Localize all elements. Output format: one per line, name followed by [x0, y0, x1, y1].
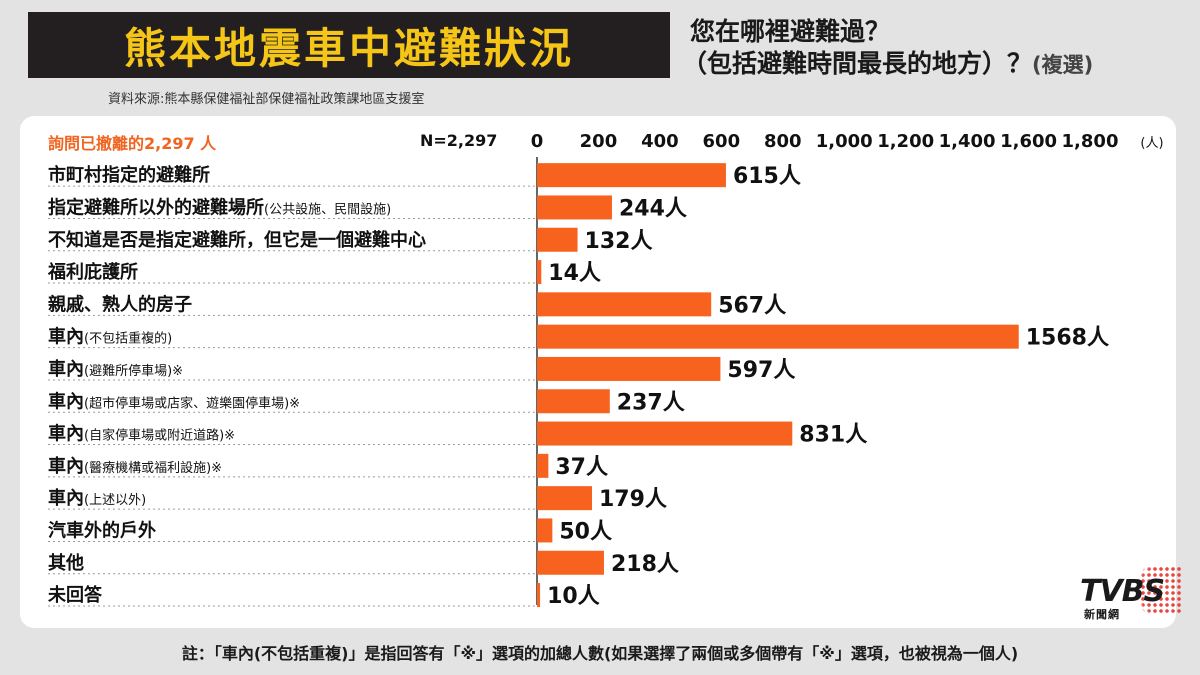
bar — [537, 421, 793, 446]
title-banner: 熊本地震車中避難狀況 — [28, 12, 670, 78]
data-label: 132人 — [585, 229, 653, 254]
bar — [537, 486, 592, 511]
page-title: 熊本地震車中避難狀況 — [123, 23, 574, 73]
x-tick-label: 400 — [641, 131, 679, 152]
bar — [537, 324, 1019, 349]
bar — [537, 518, 553, 543]
sample-size-label: N=2,297 — [420, 131, 498, 150]
data-source: 資料來源:熊本縣保健福祉部保健福祉政策課地區支援室 — [108, 92, 425, 107]
data-label: 567人 — [718, 293, 786, 318]
category-label: 車內(醫療機構或福利設施)※ — [48, 455, 222, 477]
category-label: 不知道是否是指定避難所，但它是一個避難中心 — [48, 229, 426, 251]
x-tick-label: 200 — [580, 131, 618, 152]
bar — [537, 227, 578, 252]
category-label: 指定避難所以外的避難場所(公共設施、民間設施) — [48, 196, 391, 218]
data-label: 179人 — [599, 487, 667, 512]
logo-text: TVBS — [1080, 574, 1165, 609]
tvbs-logo: TVBS 新聞網 — [1072, 566, 1182, 624]
x-tick-label: 1,200 — [877, 131, 934, 152]
logo-dots-icon — [1128, 566, 1182, 614]
category-label: 車內(超市停車場或店家、遊樂園停車場)※ — [48, 390, 300, 412]
category-label: 車內(不包括重複的) — [48, 326, 172, 348]
category-label: 車內(自家停車場或附近道路)※ — [48, 423, 235, 445]
bar — [537, 195, 612, 220]
bar — [537, 550, 604, 575]
data-label: 237人 — [617, 390, 685, 415]
bar — [537, 292, 712, 317]
question-line-2: （包括避難時間最長的地方）？ — [682, 49, 1033, 78]
data-label: 1568人 — [1026, 326, 1109, 351]
data-label: 10人 — [547, 584, 600, 609]
data-label: 37人 — [555, 455, 608, 480]
bar — [537, 356, 721, 381]
x-tick-label: 1,000 — [816, 131, 873, 152]
bar — [537, 389, 610, 414]
category-label: 其他 — [48, 552, 84, 574]
x-tick-label: 1,800 — [1062, 131, 1119, 152]
data-label: 244人 — [619, 196, 687, 221]
category-label: 汽車外的戶外 — [48, 519, 156, 541]
bar — [537, 453, 549, 478]
data-label: 831人 — [799, 423, 867, 448]
x-tick-label: 600 — [703, 131, 741, 152]
bar — [537, 583, 541, 608]
multi-select-note: (複選) — [1032, 53, 1094, 77]
data-label: 218人 — [611, 552, 679, 577]
category-label: 車內(上述以外) — [48, 487, 146, 509]
bar — [537, 163, 726, 188]
category-label: 親戚、熟人的房子 — [48, 293, 192, 315]
data-label: 14人 — [548, 261, 601, 286]
category-label: 福利庇護所 — [47, 261, 138, 283]
question-line-1: 您在哪裡避難過？ — [690, 17, 891, 46]
bar — [537, 260, 542, 285]
x-tick-label: 1,600 — [1000, 131, 1057, 152]
category-label: 未回答 — [48, 584, 103, 606]
data-label: 615人 — [733, 164, 801, 189]
survey-question: 您在哪裡避難過？ （包括避難時間最長的地方）？(複選) — [682, 16, 1190, 81]
data-label: 50人 — [559, 519, 612, 544]
category-label: 市町村指定的避難所 — [48, 164, 210, 186]
footnote: 註：「車內(不包括重複)」是指回答有「※」選項的加總人數(如果選擇了兩個或多個帶… — [181, 644, 1019, 663]
x-tick-label: 800 — [764, 131, 802, 152]
logo-subtext: 新聞網 — [1084, 608, 1120, 621]
x-axis-unit: (人) — [1140, 136, 1163, 151]
x-tick-label: 0 — [531, 131, 544, 152]
x-tick-label: 1,400 — [939, 131, 996, 152]
chart-subtitle: 詢問已撤離的2,297 人 — [48, 134, 217, 153]
data-label: 597人 — [727, 358, 795, 383]
category-label: 車內(避難所停車場)※ — [48, 358, 183, 380]
